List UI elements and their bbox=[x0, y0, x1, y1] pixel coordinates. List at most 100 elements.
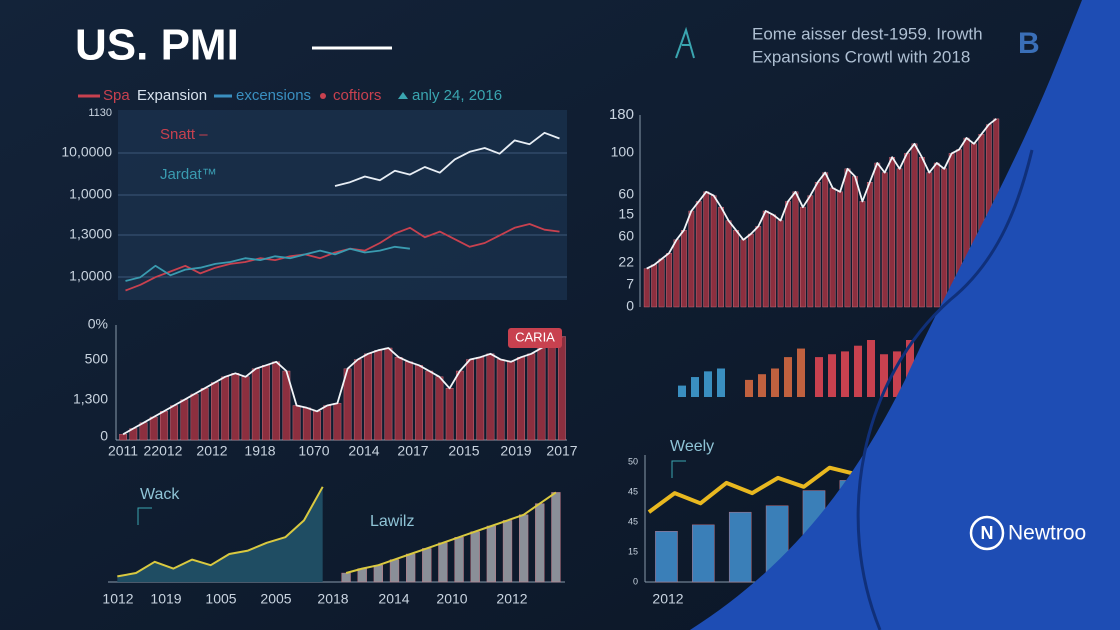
bar bbox=[844, 168, 851, 308]
header-note: Expansions Crowtl with 2018 bbox=[752, 47, 970, 66]
y-tick-label: 15 bbox=[628, 546, 638, 556]
bar bbox=[558, 336, 566, 441]
bar bbox=[406, 553, 416, 583]
bar bbox=[486, 353, 495, 441]
line bbox=[125, 245, 411, 282]
bar bbox=[681, 229, 687, 308]
bar bbox=[911, 143, 918, 308]
bar bbox=[496, 359, 505, 441]
y-tick-label: 22 bbox=[618, 254, 634, 270]
bar bbox=[292, 405, 301, 441]
x-tick-label: 2017 bbox=[546, 443, 577, 459]
bar bbox=[374, 350, 383, 441]
bar bbox=[717, 368, 725, 397]
bar bbox=[389, 559, 400, 583]
x-tick-label: 1005 bbox=[205, 591, 236, 607]
brand: Newtroo bbox=[1008, 522, 1086, 545]
bar bbox=[854, 345, 862, 397]
bar bbox=[302, 407, 311, 441]
bar bbox=[889, 157, 896, 308]
line bbox=[334, 131, 560, 187]
bar bbox=[180, 399, 189, 441]
y-tick-label: 100 bbox=[611, 144, 635, 160]
bar bbox=[502, 520, 513, 583]
bar bbox=[785, 201, 791, 308]
bar bbox=[519, 514, 529, 583]
bar bbox=[758, 374, 766, 397]
line bbox=[345, 491, 557, 574]
x-tick-label: 1070 bbox=[298, 443, 329, 459]
y-tick-label: 0% bbox=[88, 316, 108, 332]
bar bbox=[829, 187, 836, 308]
bar bbox=[822, 172, 829, 308]
y-tick-label: 180 bbox=[609, 106, 634, 123]
corner-bracket bbox=[671, 460, 686, 478]
y-tick-label: 1,0000 bbox=[69, 186, 112, 202]
bar bbox=[666, 253, 672, 308]
corner-bracket bbox=[137, 507, 152, 525]
bar bbox=[364, 353, 372, 441]
bar bbox=[747, 233, 754, 308]
bar bbox=[852, 176, 858, 308]
legend-label: coftiors bbox=[333, 87, 381, 104]
bar bbox=[771, 368, 779, 397]
bar bbox=[688, 210, 695, 308]
bar bbox=[718, 206, 724, 308]
bar bbox=[455, 370, 464, 441]
x-tick-label: 2012 bbox=[496, 591, 527, 607]
bar bbox=[904, 153, 910, 308]
y-tick-label: 0 bbox=[633, 576, 638, 586]
y-tick-label: 500 bbox=[85, 351, 109, 367]
bar bbox=[800, 206, 806, 308]
legend-label: Spa bbox=[103, 87, 130, 104]
bar bbox=[535, 503, 545, 583]
bar bbox=[221, 376, 230, 441]
x-tick-label: 2010 bbox=[436, 591, 467, 607]
bar bbox=[655, 531, 678, 583]
bar bbox=[353, 359, 362, 441]
bar bbox=[673, 239, 680, 308]
bar bbox=[762, 210, 769, 308]
line bbox=[122, 335, 563, 436]
y-tick-label: 7 bbox=[626, 276, 634, 292]
area bbox=[117, 486, 323, 582]
legend-label: anly 24, 2016 bbox=[412, 87, 502, 104]
bar bbox=[678, 385, 686, 397]
bar bbox=[507, 361, 515, 441]
x-tick-label: 2015 bbox=[448, 443, 479, 459]
bar bbox=[476, 357, 485, 441]
bar bbox=[333, 403, 342, 441]
x-tick-label: 2014 bbox=[378, 591, 409, 607]
badge bbox=[508, 328, 562, 348]
bar bbox=[313, 411, 321, 441]
bar bbox=[859, 201, 866, 308]
bar bbox=[881, 172, 888, 308]
bar bbox=[815, 357, 823, 397]
bar bbox=[404, 361, 413, 441]
bar bbox=[170, 405, 178, 441]
line bbox=[646, 118, 997, 270]
y-tick-label: 60 bbox=[618, 186, 634, 202]
bar bbox=[792, 191, 799, 308]
bar bbox=[814, 181, 821, 308]
y-tick-label: 1130 bbox=[88, 107, 112, 119]
bar bbox=[466, 359, 474, 441]
x-tick-label: 22012 bbox=[144, 443, 183, 459]
bar bbox=[547, 342, 556, 441]
bar bbox=[200, 388, 209, 441]
x-tick-label: 1019 bbox=[150, 591, 181, 607]
bar bbox=[643, 268, 650, 308]
bar bbox=[733, 229, 739, 308]
x-tick-label: 2012 bbox=[652, 591, 683, 607]
bar bbox=[893, 351, 901, 397]
bar bbox=[807, 195, 814, 308]
bar bbox=[190, 393, 199, 441]
bar bbox=[896, 168, 903, 308]
bar bbox=[695, 201, 702, 308]
bar bbox=[755, 226, 762, 308]
line bbox=[117, 486, 324, 578]
y-tick-label: 0 bbox=[626, 298, 634, 314]
bar bbox=[880, 354, 888, 397]
bar bbox=[906, 340, 914, 397]
bar bbox=[486, 525, 496, 583]
